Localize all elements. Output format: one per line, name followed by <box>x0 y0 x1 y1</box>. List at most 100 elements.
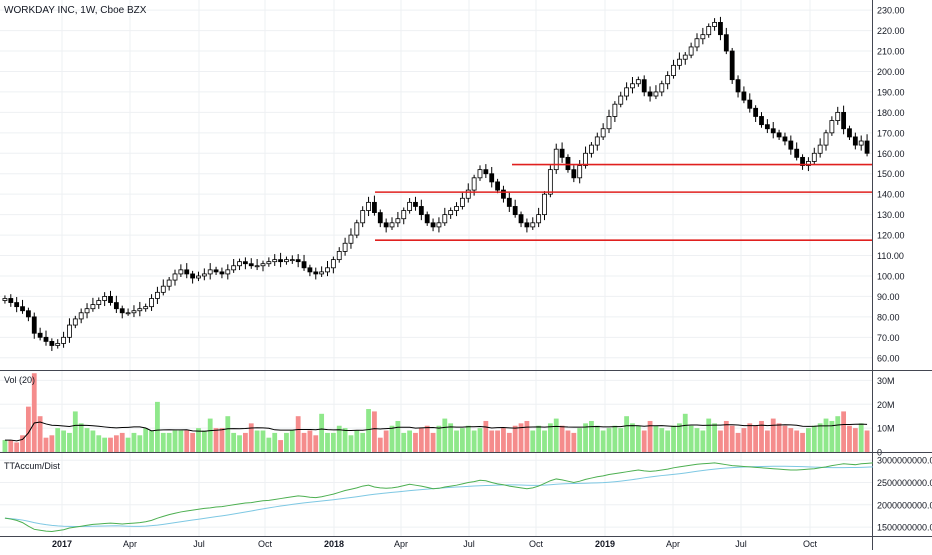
volume-bar <box>330 432 336 452</box>
volume-bar <box>360 432 366 452</box>
candle-body <box>712 22 717 27</box>
candle-body <box>454 206 459 211</box>
volume-bar <box>289 430 295 452</box>
volume-bar <box>78 423 84 452</box>
candle-body <box>817 144 823 154</box>
x-tick-label: Jul <box>735 539 747 549</box>
candle-body <box>119 308 125 314</box>
candle-body <box>325 267 330 273</box>
volume-bar <box>190 432 196 452</box>
candle-body <box>442 214 448 224</box>
volume-bar <box>67 432 72 452</box>
candle-body <box>718 22 723 36</box>
candle-body <box>811 152 817 162</box>
candle-body <box>155 291 160 299</box>
volume-bar <box>571 432 577 452</box>
candle-body <box>518 214 524 224</box>
candle-body <box>113 302 119 310</box>
volume-bar <box>512 425 518 452</box>
candle-body <box>231 265 237 271</box>
candle-body <box>190 273 196 279</box>
candle-body <box>149 298 154 308</box>
price-tick-label: 140.00 <box>877 190 905 200</box>
volume-bar <box>829 420 835 452</box>
volume-bar <box>594 425 600 452</box>
candle-body <box>389 222 395 228</box>
volume-bar <box>542 430 547 452</box>
volume-bar <box>196 428 201 452</box>
candle-body <box>723 34 729 52</box>
x-tick-label: 2019 <box>595 539 615 549</box>
candle-body <box>137 308 143 312</box>
volume-bar <box>207 418 213 452</box>
volume-bar <box>864 430 870 452</box>
volume-bar <box>301 432 307 452</box>
volume-bar <box>712 423 717 452</box>
price-tick-label: 90.00 <box>877 292 900 302</box>
volume-bar <box>219 428 225 452</box>
volume-bar <box>231 432 237 452</box>
accum-tick-label: 3000000000.00 <box>877 456 932 466</box>
candle-body <box>342 242 348 252</box>
candle-body <box>600 128 606 138</box>
candle-body <box>372 201 377 213</box>
volume-bar <box>524 420 530 452</box>
candle-body <box>536 214 542 224</box>
volume-bar <box>841 411 847 452</box>
candle-body <box>307 267 313 273</box>
volume-bar <box>96 435 102 452</box>
volume-tick-label: 20M <box>877 400 895 410</box>
volume-bar <box>589 420 594 452</box>
candle-body <box>25 310 31 318</box>
candle-body <box>366 201 371 211</box>
candle-body <box>495 181 500 191</box>
candle-body <box>794 148 800 158</box>
candle-body <box>542 193 547 216</box>
volume-bar <box>735 432 741 452</box>
volume-bar <box>184 430 190 452</box>
volume-bar <box>630 423 635 452</box>
volume-bar <box>119 432 125 452</box>
volume-bar <box>759 420 764 452</box>
volume-bar <box>84 428 90 452</box>
candle-body <box>647 91 653 97</box>
volume-bar <box>483 420 489 452</box>
volume-bar <box>788 428 794 452</box>
candle-body <box>577 165 583 179</box>
volume-bar <box>536 425 542 452</box>
price-tick-label: 190.00 <box>877 87 905 97</box>
candle-body <box>753 107 759 117</box>
volume-bar <box>90 430 96 452</box>
candle-body <box>401 210 407 220</box>
candle-body <box>160 285 166 293</box>
candle-body <box>571 169 577 179</box>
candle-body <box>242 261 248 265</box>
volume-bar <box>307 430 313 452</box>
candle-body <box>377 212 383 224</box>
accum-dist-pane-label: TTAccum/Dist <box>4 461 60 471</box>
candle-body <box>852 136 858 146</box>
volume-bar <box>125 437 131 452</box>
price-tick-label: 150.00 <box>877 169 905 179</box>
volume-bar <box>383 430 389 452</box>
volume-bar <box>612 425 618 452</box>
volume-bar <box>108 437 113 452</box>
volume-bar <box>506 432 512 452</box>
candle-body <box>448 210 454 216</box>
price-tick-label: 80.00 <box>877 312 900 322</box>
volume-bar <box>178 430 184 452</box>
candle-body <box>166 279 172 287</box>
candle-body <box>354 222 360 236</box>
candle-body <box>858 140 864 146</box>
volume-bar <box>225 416 231 452</box>
candle-body <box>530 222 536 228</box>
volume-bar <box>278 440 283 452</box>
volume-bar <box>565 430 571 452</box>
volume-bar <box>835 416 841 452</box>
candle-body <box>213 269 219 273</box>
volume-bar <box>342 428 348 452</box>
volume-bar <box>559 425 565 452</box>
candle-body <box>78 312 84 320</box>
